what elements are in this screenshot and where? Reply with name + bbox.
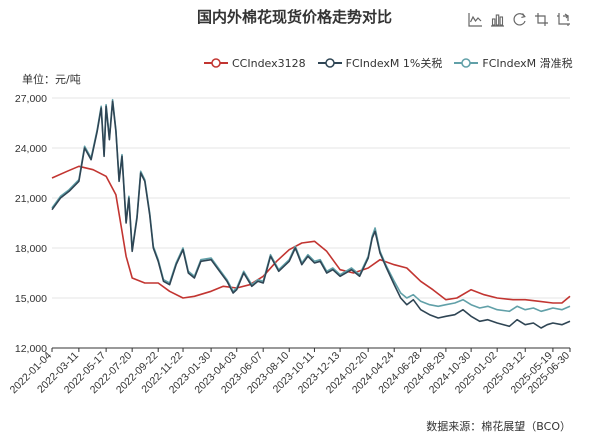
y-tick-label: 12,000 <box>15 343 47 355</box>
zoom-select-icon[interactable] <box>534 12 549 27</box>
legend-swatch-fcindex-1pct <box>317 58 342 68</box>
chart-legend: CCIndex3128 FCIndexM 1%关税 FCIndexM 滑准税 <box>204 55 573 71</box>
y-tick-label: 21,000 <box>15 193 47 205</box>
legend-item-ccindex[interactable]: CCIndex3128 <box>204 55 306 71</box>
chart-toolbox <box>468 12 571 27</box>
legend-item-fcindex-sliding[interactable]: FCIndexM 滑准税 <box>454 55 573 71</box>
y-axis: 12,000 15,000 18,000 21,000 24,000 27,000 <box>15 93 47 355</box>
y-axis-unit-label: 单位：元/吨 <box>22 73 81 86</box>
chart-title: 国内外棉花现货价格走势对比 <box>196 8 392 26</box>
zoom-reset-icon[interactable] <box>556 12 571 27</box>
legend-swatch-ccindex <box>204 58 228 68</box>
y-tick-label: 18,000 <box>15 243 47 255</box>
legend-label-ccindex: CCIndex3128 <box>232 56 306 70</box>
legend-item-fcindex-1pct[interactable]: FCIndexM 1%关税 <box>317 55 443 71</box>
series-lines <box>51 98 571 329</box>
bar-chart-icon[interactable] <box>490 12 505 27</box>
legend-label-fcindex-sliding: FCIndexM 滑准税 <box>482 57 573 70</box>
y-tick-label: 24,000 <box>15 143 47 155</box>
legend-swatch-fcindex-sliding <box>454 58 479 68</box>
data-source-label: 数据来源：棉花展望（BCO） <box>426 420 571 433</box>
line-chart-icon[interactable] <box>468 12 483 27</box>
series-line-0 <box>51 165 571 304</box>
series-line-1 <box>51 100 571 329</box>
y-tick-label: 27,000 <box>15 93 47 105</box>
x-axis: 2022-01-042022-03-112022-05-172022-07-20… <box>8 347 572 396</box>
restore-icon[interactable] <box>512 12 527 27</box>
legend-label-fcindex-1pct: FCIndexM 1%关税 <box>345 57 443 70</box>
y-tick-label: 15,000 <box>15 293 47 305</box>
